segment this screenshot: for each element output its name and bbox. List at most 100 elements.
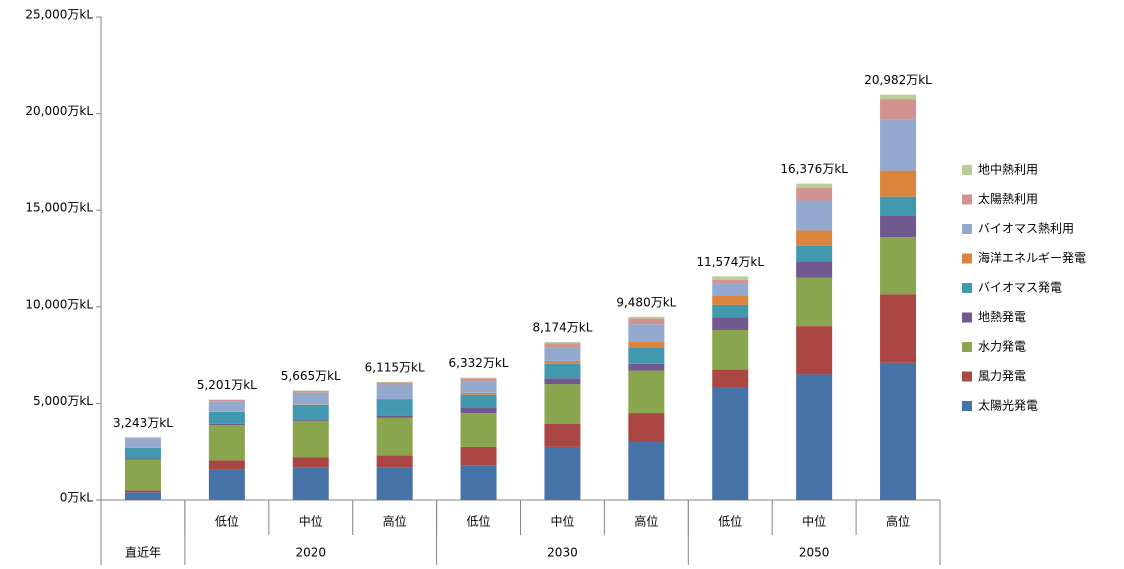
bar-segment <box>544 447 580 500</box>
bar-segment <box>461 381 497 393</box>
bar-segment <box>796 201 832 231</box>
x-tick-label: 高位 <box>886 514 910 529</box>
bar-segment <box>209 402 245 412</box>
total-label: 8,174万kL <box>532 321 592 335</box>
bar-segment <box>377 418 413 456</box>
group-label: 直近年 <box>125 546 161 560</box>
total-label: 16,376万kL <box>780 162 848 176</box>
x-tick-label: 低位 <box>215 514 239 529</box>
group-label: 2050 <box>799 546 830 560</box>
legend-swatch <box>962 195 972 205</box>
y-tick-label: 15,000万kL <box>25 201 93 215</box>
bar-segment <box>544 384 580 424</box>
bar-segment <box>796 246 832 261</box>
legend-swatch <box>962 283 972 293</box>
bar-segment <box>461 413 497 447</box>
bar-segment <box>796 278 832 326</box>
bar-segment <box>461 393 497 395</box>
bar-segment <box>544 344 580 348</box>
bar-segment <box>377 399 413 400</box>
bar-segment <box>712 370 748 388</box>
bar-segment <box>377 382 413 383</box>
legend-label: バイオマス熱利用 <box>978 222 1074 236</box>
legend-label: 海洋エネルギー発電 <box>978 250 1086 265</box>
bar-segment <box>461 407 497 413</box>
bar-segment <box>712 284 748 296</box>
legend-swatch <box>962 224 972 234</box>
bar-segment <box>880 119 916 170</box>
y-tick-label: 5,000万kL <box>33 394 93 408</box>
bar-segment <box>461 465 497 500</box>
bar-segment <box>209 460 245 469</box>
bar-segment <box>209 412 245 424</box>
y-tick-label: 0万kL <box>60 491 94 505</box>
bar-segment <box>377 383 413 385</box>
bar-segment <box>544 364 580 378</box>
legend-label: 風力発電 <box>978 369 1026 383</box>
y-tick-label: 10,000万kL <box>25 297 93 311</box>
bar-segment <box>209 469 245 500</box>
total-label: 3,243万kL <box>113 416 173 430</box>
legend-swatch <box>962 401 972 411</box>
bar-segment <box>880 197 916 216</box>
bar-segment <box>880 95 916 99</box>
bar-segment <box>544 378 580 384</box>
bar-segment <box>461 447 497 465</box>
bar-segment <box>293 457 329 467</box>
total-label: 5,201万kL <box>197 378 257 392</box>
bar-segment <box>796 374 832 500</box>
bar-segment <box>628 342 664 348</box>
bar-segment <box>377 467 413 500</box>
group-label: 2020 <box>295 546 326 560</box>
bar-segment <box>712 330 748 370</box>
bar-segment <box>712 276 748 279</box>
bar-segment <box>544 424 580 447</box>
bar-segment <box>293 419 329 421</box>
bar-segment <box>125 459 161 490</box>
x-tick-label: 中位 <box>550 514 574 529</box>
legend-swatch <box>962 165 972 175</box>
x-tick-label: 高位 <box>383 514 407 529</box>
bar-segment <box>209 400 245 402</box>
bar-segment <box>125 492 161 500</box>
x-tick-label: 中位 <box>802 514 826 529</box>
legend-label: 水力発電 <box>978 340 1026 354</box>
legend-swatch <box>962 372 972 382</box>
legend-label: 太陽光発電 <box>978 398 1038 413</box>
bar-segment <box>796 326 832 374</box>
y-tick-label: 25,000万kL <box>25 8 93 22</box>
legend-label: 地中熱利用 <box>978 162 1038 177</box>
bar-segment <box>377 416 413 418</box>
bar-segment <box>880 171 916 197</box>
bar-segment <box>377 384 413 398</box>
bar-segment <box>712 295 748 305</box>
bar-segment <box>209 424 245 425</box>
x-tick-label: 低位 <box>467 514 491 529</box>
bar-segment <box>880 294 916 363</box>
bar-segment <box>377 456 413 468</box>
legend-label: 地熱発電 <box>978 310 1026 324</box>
bar-segment <box>712 317 748 330</box>
bar-segment <box>628 371 664 414</box>
bar-segment <box>880 99 916 119</box>
bar-segment <box>628 413 664 442</box>
bar-segment <box>209 425 245 460</box>
bar-segment <box>880 363 916 500</box>
bar-segment <box>125 437 161 438</box>
bar-segment <box>544 361 580 364</box>
x-tick-label: 低位 <box>718 514 742 529</box>
bar-segment <box>712 280 748 284</box>
bar-segment <box>628 318 664 324</box>
bar-segment <box>796 184 832 188</box>
bar-segment <box>377 400 413 416</box>
bar-segment <box>293 391 329 393</box>
bar-segment <box>125 438 161 448</box>
total-label: 9,480万kL <box>616 295 676 309</box>
bar-segment <box>125 458 161 459</box>
x-tick-label: 高位 <box>634 514 658 529</box>
legend-label: バイオマス発電 <box>978 281 1062 295</box>
bar-segment <box>461 395 497 408</box>
legend-swatch <box>962 313 972 323</box>
bar-segment <box>628 324 664 341</box>
